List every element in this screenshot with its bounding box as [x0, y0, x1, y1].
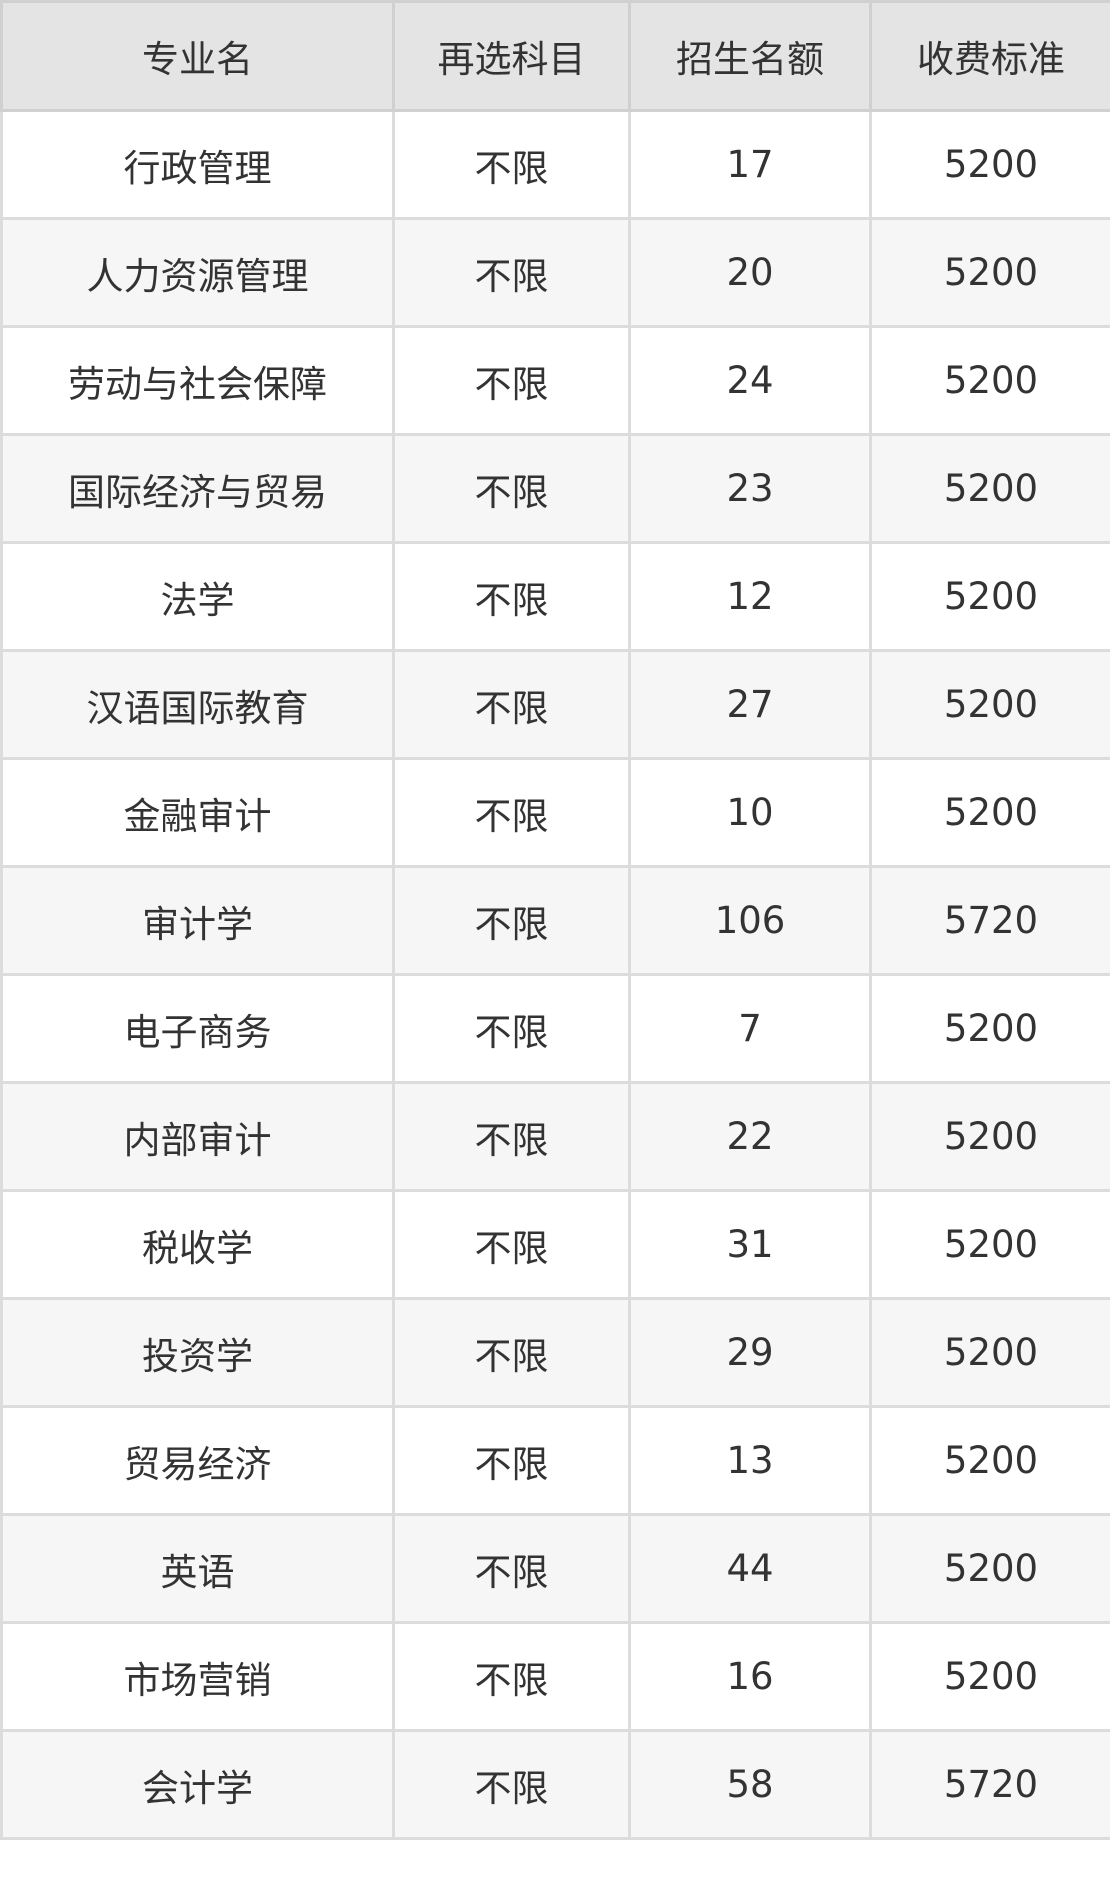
tuition-cell: 5200 — [869, 1513, 1110, 1624]
elective-subjects-cell: 不限 — [392, 649, 631, 760]
table-row: 贸易经济 不限 13 5200 — [0, 1405, 1110, 1516]
majors-table: 专业名 再选科目 招生名额 收费标准 行政管理 不限 17 5200 人力资源管理 不限 2… — [0, 0, 1110, 1840]
elective-subjects-cell: 不限 — [392, 1081, 631, 1192]
major-name-cell: 审计学 — [0, 865, 395, 976]
major-name-cell: 国际经济与贸易 — [0, 433, 395, 544]
enrollment-quota-cell: 17 — [628, 109, 872, 220]
header-row: 专业名 再选科目 招生名额 收费标准 — [0, 0, 1110, 112]
header-enrollment-quota: 招生名额 — [628, 0, 872, 112]
major-name-cell: 行政管理 — [0, 109, 395, 220]
elective-subjects-cell: 不限 — [392, 1513, 631, 1624]
elective-subjects-cell: 不限 — [392, 1621, 631, 1732]
table-row: 内部审计 不限 22 5200 — [0, 1081, 1110, 1192]
elective-subjects-cell: 不限 — [392, 433, 631, 544]
tuition-cell: 5200 — [869, 1405, 1110, 1516]
table-row: 税收学 不限 31 5200 — [0, 1189, 1110, 1300]
tuition-cell: 5200 — [869, 433, 1110, 544]
table-row: 汉语国际教育 不限 27 5200 — [0, 649, 1110, 760]
header-tuition: 收费标准 — [869, 0, 1110, 112]
elective-subjects-cell: 不限 — [392, 541, 631, 652]
elective-subjects-cell: 不限 — [392, 757, 631, 868]
table-row: 电子商务 不限 7 5200 — [0, 973, 1110, 1084]
major-name-cell: 英语 — [0, 1513, 395, 1624]
major-name-cell: 金融审计 — [0, 757, 395, 868]
enrollment-quota-cell: 27 — [628, 649, 872, 760]
enrollment-quota-cell: 44 — [628, 1513, 872, 1624]
tuition-cell: 5200 — [869, 217, 1110, 328]
enrollment-quota-cell: 106 — [628, 865, 872, 976]
enrollment-quota-cell: 16 — [628, 1621, 872, 1732]
tuition-cell: 5200 — [869, 541, 1110, 652]
major-name-cell: 劳动与社会保障 — [0, 325, 395, 436]
elective-subjects-cell: 不限 — [392, 217, 631, 328]
header-elective-subjects: 再选科目 — [392, 0, 631, 112]
enrollment-quota-cell: 22 — [628, 1081, 872, 1192]
major-name-cell: 内部审计 — [0, 1081, 395, 1192]
major-name-cell: 法学 — [0, 541, 395, 652]
elective-subjects-cell: 不限 — [392, 1297, 631, 1408]
tuition-cell: 5200 — [869, 757, 1110, 868]
major-name-cell: 人力资源管理 — [0, 217, 395, 328]
table-row: 审计学 不限 106 5720 — [0, 865, 1110, 976]
major-name-cell: 汉语国际教育 — [0, 649, 395, 760]
tuition-cell: 5720 — [869, 865, 1110, 976]
enrollment-quota-cell: 29 — [628, 1297, 872, 1408]
elective-subjects-cell: 不限 — [392, 973, 631, 1084]
table-row: 金融审计 不限 10 5200 — [0, 757, 1110, 868]
header-major-name: 专业名 — [0, 0, 395, 112]
table-row: 人力资源管理 不限 20 5200 — [0, 217, 1110, 328]
enrollment-quota-cell: 23 — [628, 433, 872, 544]
tuition-cell: 5200 — [869, 109, 1110, 220]
elective-subjects-cell: 不限 — [392, 109, 631, 220]
enrollment-quota-cell: 24 — [628, 325, 872, 436]
elective-subjects-cell: 不限 — [392, 325, 631, 436]
table-row: 英语 不限 44 5200 — [0, 1513, 1110, 1624]
enrollment-quota-cell: 20 — [628, 217, 872, 328]
elective-subjects-cell: 不限 — [392, 1189, 631, 1300]
enrollment-quota-cell: 12 — [628, 541, 872, 652]
table-row: 市场营销 不限 16 5200 — [0, 1621, 1110, 1732]
table-row: 会计学 不限 58 5720 — [0, 1729, 1110, 1840]
tuition-cell: 5200 — [869, 973, 1110, 1084]
elective-subjects-cell: 不限 — [392, 865, 631, 976]
major-name-cell: 投资学 — [0, 1297, 395, 1408]
enrollment-quota-cell: 7 — [628, 973, 872, 1084]
tuition-cell: 5200 — [869, 1081, 1110, 1192]
tuition-cell: 5200 — [869, 1297, 1110, 1408]
major-name-cell: 税收学 — [0, 1189, 395, 1300]
major-name-cell: 贸易经济 — [0, 1405, 395, 1516]
enrollment-quota-cell: 10 — [628, 757, 872, 868]
table-row: 投资学 不限 29 5200 — [0, 1297, 1110, 1408]
tuition-cell: 5200 — [869, 325, 1110, 436]
tuition-cell: 5200 — [869, 649, 1110, 760]
tuition-cell: 5200 — [869, 1189, 1110, 1300]
major-name-cell: 电子商务 — [0, 973, 395, 1084]
major-name-cell: 会计学 — [0, 1729, 395, 1840]
elective-subjects-cell: 不限 — [392, 1729, 631, 1840]
table-row: 国际经济与贸易 不限 23 5200 — [0, 433, 1110, 544]
elective-subjects-cell: 不限 — [392, 1405, 631, 1516]
tuition-cell: 5720 — [869, 1729, 1110, 1840]
table-row: 法学 不限 12 5200 — [0, 541, 1110, 652]
table-row: 行政管理 不限 17 5200 — [0, 109, 1110, 220]
enrollment-quota-cell: 31 — [628, 1189, 872, 1300]
table-row: 劳动与社会保障 不限 24 5200 — [0, 325, 1110, 436]
tuition-cell: 5200 — [869, 1621, 1110, 1732]
enrollment-quota-cell: 58 — [628, 1729, 872, 1840]
major-name-cell: 市场营销 — [0, 1621, 395, 1732]
enrollment-quota-cell: 13 — [628, 1405, 872, 1516]
